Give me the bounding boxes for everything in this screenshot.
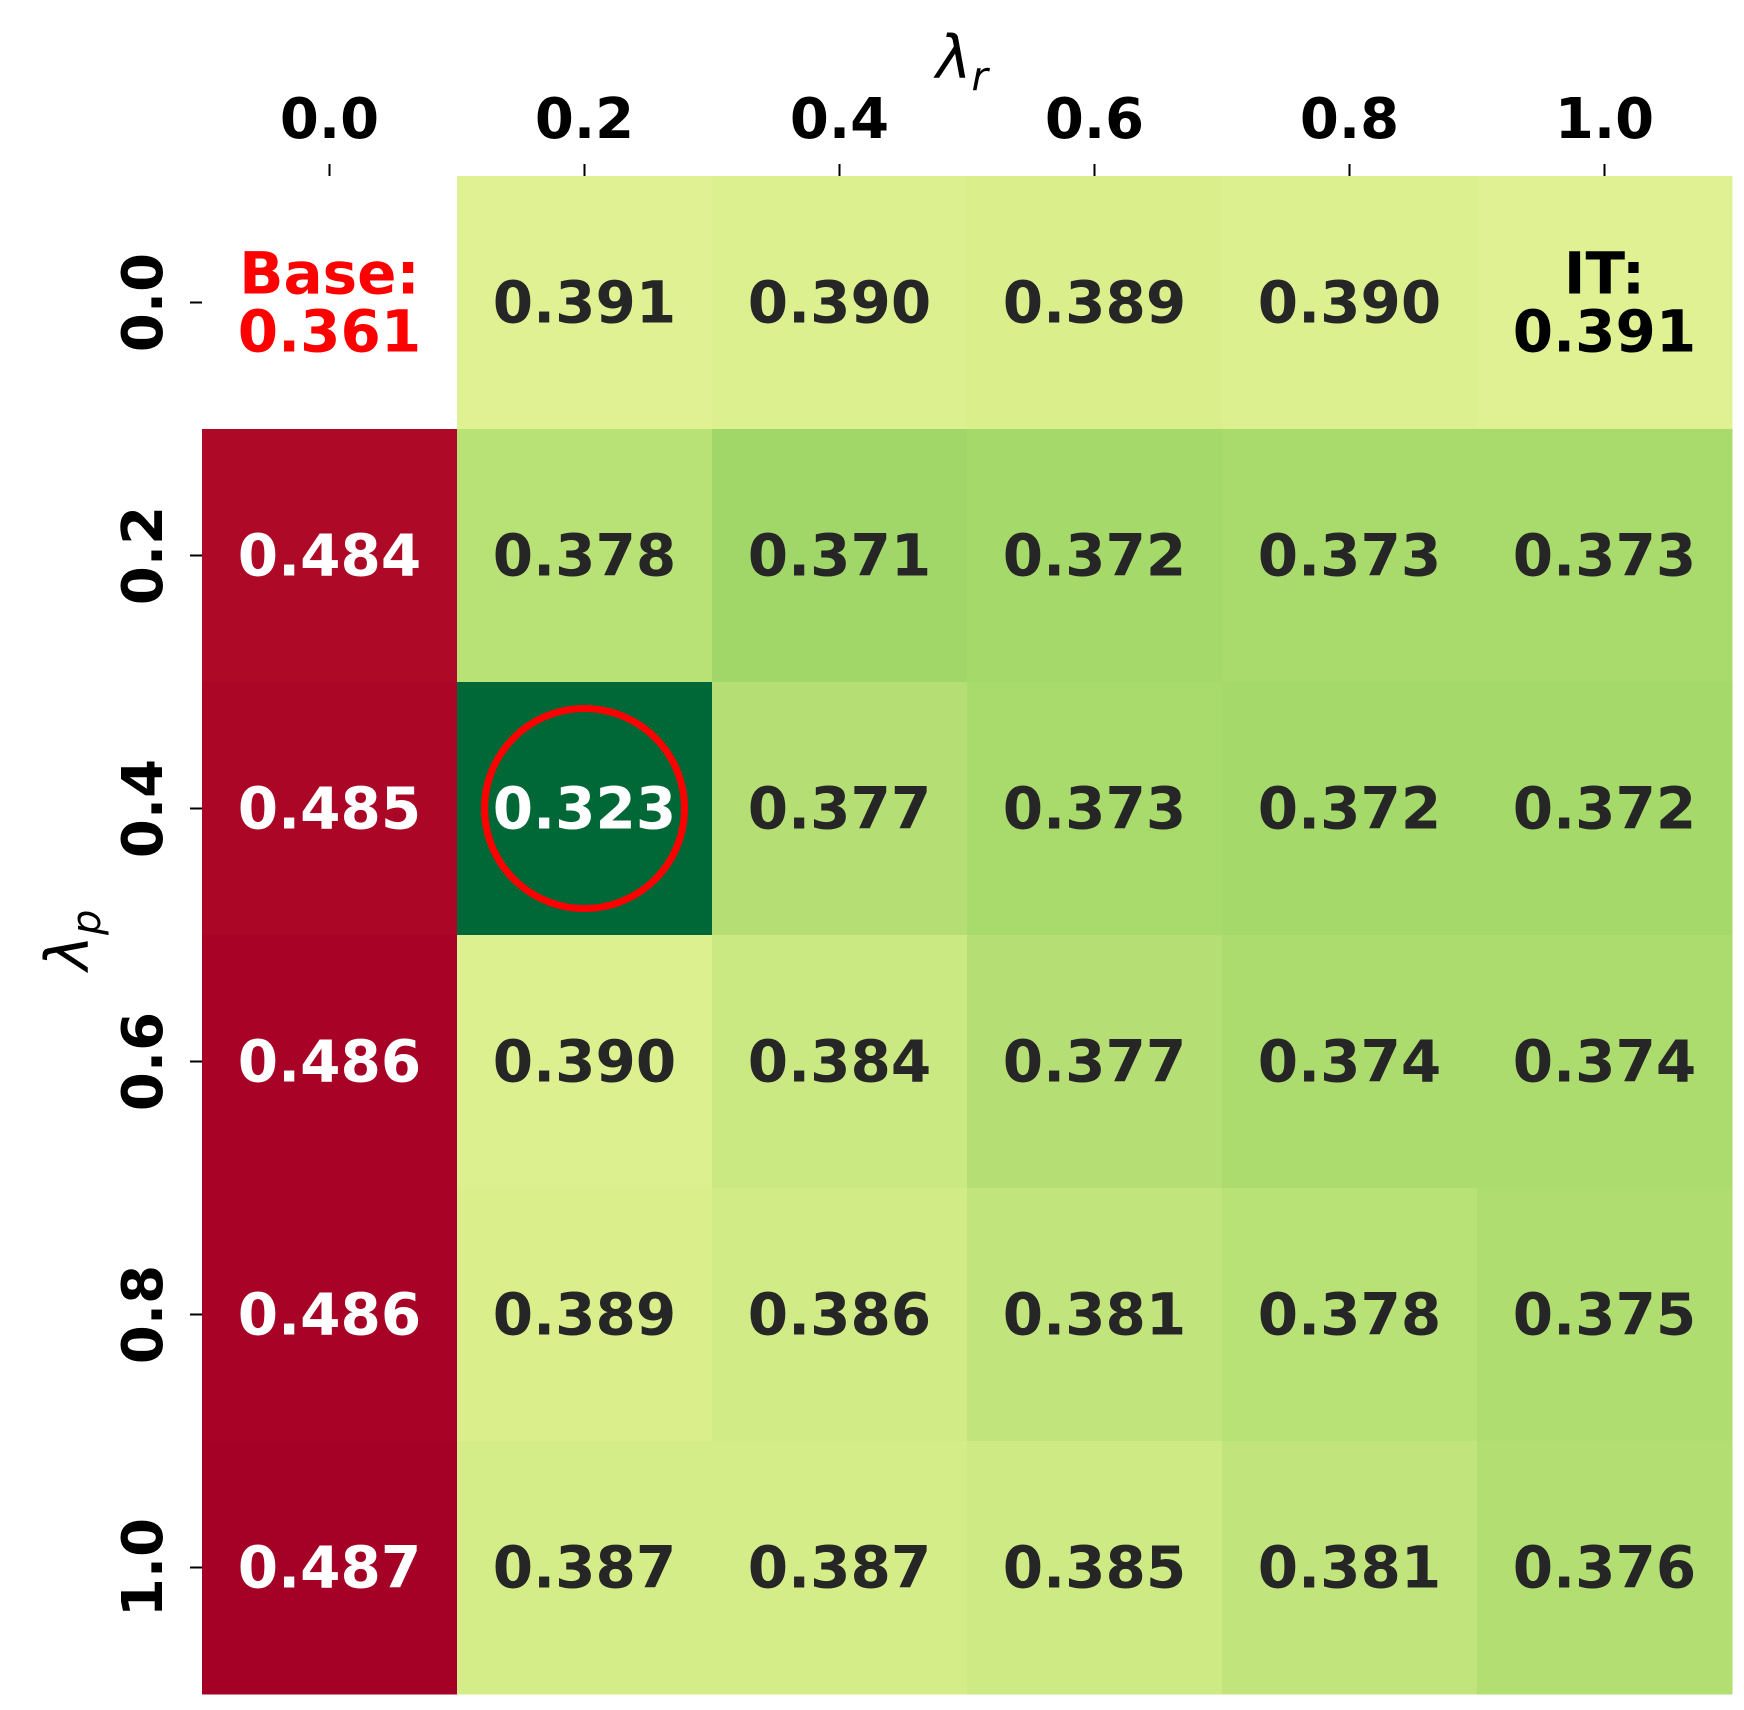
- cell-value-r5-c0: 0.487: [238, 1534, 421, 1602]
- heatmap-cell-r3-c0: [202, 935, 458, 1189]
- heatmap-cell-r2-c0: [202, 682, 458, 936]
- heatmap-cell-r0-c5: [1477, 176, 1733, 430]
- cell-value-r3-c4: 0.374: [1258, 1028, 1441, 1096]
- cell-value-r1-c3: 0.372: [1003, 522, 1186, 590]
- cell-value-r1-c1: 0.378: [493, 522, 676, 590]
- heatmap-cell-r1-c2: [712, 429, 968, 683]
- cell-value-r4-c4: 0.378: [1258, 1281, 1441, 1349]
- y-tick-label-4: 0.8: [111, 1265, 176, 1364]
- cell-value-r4-c5: 0.375: [1513, 1281, 1696, 1349]
- y-tick-label-1: 0.2: [111, 506, 176, 605]
- cell-value-r2-c2: 0.377: [748, 775, 931, 843]
- cell-value-r3-c2: 0.384: [748, 1028, 931, 1096]
- cell-value-r2-c0: 0.485: [238, 775, 421, 843]
- heatmap-cell-r1-c4: [1222, 429, 1478, 683]
- heatmap-cell-r3-c4: [1222, 935, 1478, 1189]
- cell-value-r1-c5: 0.373: [1513, 522, 1696, 590]
- heatmap-cell-r5-c3: [967, 1441, 1223, 1695]
- heatmap-cell-r1-c0: [202, 429, 458, 683]
- x-axis-title: λr: [933, 23, 991, 100]
- cell-value-r2-c3: 0.373: [1003, 775, 1186, 843]
- heatmap-cell-r3-c3: [967, 935, 1223, 1189]
- heatmap-cell-r2-c1: [457, 682, 713, 936]
- y-tick-label-5: 1.0: [111, 1518, 176, 1617]
- heatmap-cell-r1-c3: [967, 429, 1223, 683]
- heatmap-cell-r4-c4: [1222, 1188, 1478, 1442]
- heatmap-cell-r0-c1: [457, 176, 713, 430]
- x-tick-label-1: 0.2: [535, 87, 634, 152]
- heatmap-cell-r4-c0: [202, 1188, 458, 1442]
- heatmap-cell-r1-c1: [457, 429, 713, 683]
- heatmap-cell-r2-c3: [967, 682, 1223, 936]
- cell-value-r1-c2: 0.371: [748, 522, 931, 590]
- heatmap-cell-r4-c2: [712, 1188, 968, 1442]
- heatmap-cell-r2-c2: [712, 682, 968, 936]
- heatmap-cell-r0-c4: [1222, 176, 1478, 430]
- heatmap-cell-r4-c5: [1477, 1188, 1733, 1442]
- heatmap-cell-r5-c1: [457, 1441, 713, 1695]
- x-tick-label-5: 1.0: [1555, 87, 1654, 152]
- x-tick-label-3: 0.6: [1045, 87, 1144, 152]
- x-tick-label-4: 0.8: [1300, 87, 1399, 152]
- heatmap-cell-r2-c4: [1222, 682, 1478, 936]
- heatmap-cell-r5-c2: [712, 1441, 968, 1695]
- cell-value-r3-c5: 0.374: [1513, 1028, 1696, 1096]
- cell-value-r0-c3: 0.389: [1003, 269, 1186, 337]
- cell-value-r4-c0: 0.486: [238, 1281, 421, 1349]
- heatmap-cell-r3-c1: [457, 935, 713, 1189]
- y-tick-label-3: 0.6: [111, 1012, 176, 1111]
- heatmap-cell-r4-c3: [967, 1188, 1223, 1442]
- y-tick-label-2: 0.4: [111, 759, 176, 858]
- cell-value-r4-c2: 0.386: [748, 1281, 931, 1349]
- highlight-layer: [481, 705, 688, 912]
- cell-value-r5-c5: 0.376: [1513, 1534, 1696, 1602]
- cell-value-r2-c1: 0.323: [493, 775, 676, 843]
- cell-value-r4-c1: 0.389: [493, 1281, 676, 1349]
- cell-value-r4-c3: 0.381: [1003, 1281, 1186, 1349]
- heatmap-cell-r4-c1: [457, 1188, 713, 1442]
- cell-value-r2-c4: 0.372: [1258, 775, 1441, 843]
- cell-value-r5-c1: 0.387: [493, 1534, 676, 1602]
- highlight-circle: [481, 705, 688, 912]
- cell-value-r5-c2: 0.387: [748, 1534, 931, 1602]
- heatmap-cell-r3-c5: [1477, 935, 1733, 1189]
- heatmap-cell-r5-c4: [1222, 1441, 1478, 1695]
- cell-value-r0-c2: 0.390: [748, 269, 931, 337]
- heatmap-cell-r5-c0: [202, 1441, 458, 1695]
- heatmap-cell-r5-c5: [1477, 1441, 1733, 1695]
- cell-value-r0-c1: 0.391: [493, 269, 676, 337]
- x-tick-label-2: 0.4: [790, 87, 889, 152]
- heatmap-cell-r0-c2: [712, 176, 968, 430]
- cell-value-r2-c5: 0.372: [1513, 775, 1696, 843]
- cell-value-r1-c0: 0.484: [238, 522, 421, 590]
- cell-annotation-r0-c0: Base: 0.361: [238, 240, 421, 366]
- y-tick-label-0: 0.0: [111, 253, 176, 352]
- cell-value-r3-c1: 0.390: [493, 1028, 676, 1096]
- heatmap-cells: [202, 176, 1733, 1695]
- cell-value-r1-c4: 0.373: [1258, 522, 1441, 590]
- x-tick-label-0: 0.0: [280, 87, 379, 152]
- cell-value-r3-c0: 0.486: [238, 1028, 421, 1096]
- heatmap-cell-r3-c2: [712, 935, 968, 1189]
- heatmap-cell-r2-c5: [1477, 682, 1733, 936]
- axis-ticks: 0.0 0.2 0.4 0.6 0.8 1.0 0.0 0.2 0.4 0.6 0.8 1.0: [111, 87, 1654, 1617]
- heatmap-cell-labels: Base: 0.361 0.391 0.390 0.389 0.390 IT: 0.391 0.…: [238, 240, 1696, 1602]
- cell-value-r5-c4: 0.381: [1258, 1534, 1441, 1602]
- cell-annotation-r0-c5: IT: 0.391: [1513, 240, 1696, 366]
- cell-value-r0-c4: 0.390: [1258, 269, 1441, 337]
- heatmap-cell-r1-c5: [1477, 429, 1733, 683]
- heatmap-cell-r0-c3: [967, 176, 1223, 430]
- y-axis-title: λp: [33, 910, 110, 974]
- cell-value-r5-c3: 0.385: [1003, 1534, 1186, 1602]
- cell-value-r3-c3: 0.377: [1003, 1028, 1186, 1096]
